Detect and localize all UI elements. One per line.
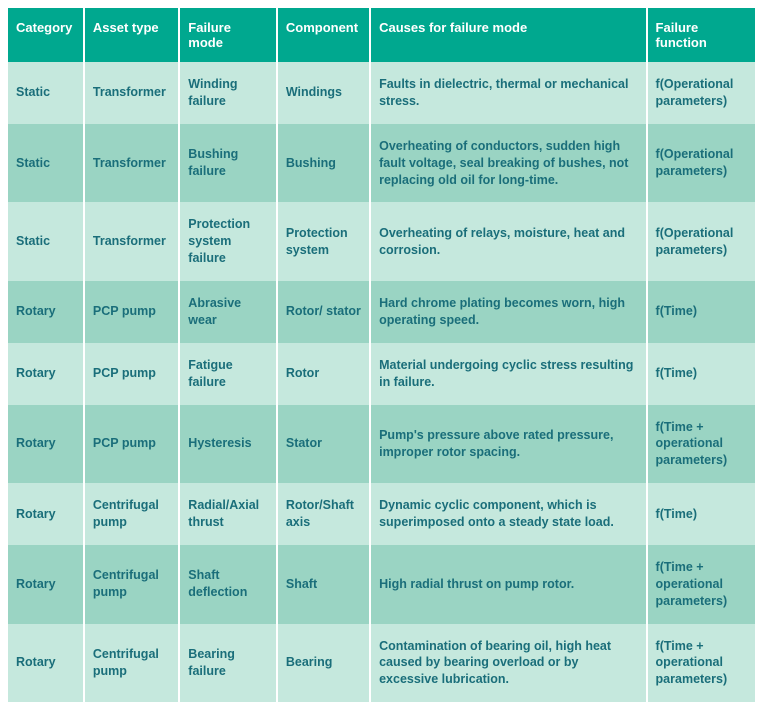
cell-causes: Overheating of conductors, sudden high f…	[370, 124, 646, 203]
cell-asset: PCP pump	[84, 281, 179, 343]
col-header-causes: Causes for failure mode	[370, 8, 646, 62]
cell-causes: Material undergoing cyclic stress result…	[370, 343, 646, 405]
cell-category: Rotary	[8, 624, 84, 703]
cell-mode: Bearing failure	[179, 624, 277, 703]
cell-func: f(Time + operational parameters)	[647, 405, 755, 484]
cell-mode: Radial/Axial thrust	[179, 483, 277, 545]
cell-asset: Centrifugal pump	[84, 545, 179, 624]
cell-mode: Winding failure	[179, 62, 277, 124]
cell-causes: Pump's pressure above rated pressure, im…	[370, 405, 646, 484]
col-header-func: Failure function	[647, 8, 755, 62]
cell-category: Rotary	[8, 545, 84, 624]
cell-comp: Bushing	[277, 124, 370, 203]
cell-func: f(Operational parameters)	[647, 124, 755, 203]
cell-asset: Centrifugal pump	[84, 483, 179, 545]
cell-asset: PCP pump	[84, 405, 179, 484]
cell-func: f(Operational parameters)	[647, 202, 755, 281]
cell-comp: Bearing	[277, 624, 370, 703]
cell-comp: Stator	[277, 405, 370, 484]
cell-category: Static	[8, 124, 84, 203]
cell-comp: Shaft	[277, 545, 370, 624]
cell-comp: Windings	[277, 62, 370, 124]
table-row: Static Transformer Bushing failure Bushi…	[8, 124, 755, 203]
table-row: Rotary Centrifugal pump Bearing failure …	[8, 624, 755, 703]
table-row: Rotary Centrifugal pump Shaft deflection…	[8, 545, 755, 624]
table-header-row: Category Asset type Failure mode Compone…	[8, 8, 755, 62]
cell-mode: Bushing failure	[179, 124, 277, 203]
cell-category: Rotary	[8, 483, 84, 545]
cell-mode: Shaft deflection	[179, 545, 277, 624]
cell-causes: Faults in dielectric, thermal or mechani…	[370, 62, 646, 124]
cell-category: Rotary	[8, 343, 84, 405]
cell-comp: Rotor/ stator	[277, 281, 370, 343]
cell-asset: Transformer	[84, 124, 179, 203]
cell-causes: High radial thrust on pump rotor.	[370, 545, 646, 624]
table-row: Static Transformer Protection system fai…	[8, 202, 755, 281]
cell-causes: Overheating of relays, moisture, heat an…	[370, 202, 646, 281]
cell-func: f(Time + operational parameters)	[647, 624, 755, 703]
col-header-comp: Component	[277, 8, 370, 62]
table-body: Static Transformer Winding failure Windi…	[8, 62, 755, 702]
cell-mode: Protection system failure	[179, 202, 277, 281]
cell-comp: Rotor	[277, 343, 370, 405]
cell-comp: Protection system	[277, 202, 370, 281]
cell-asset: Transformer	[84, 62, 179, 124]
cell-func: f(Time)	[647, 281, 755, 343]
cell-mode: Abrasive wear	[179, 281, 277, 343]
cell-causes: Dynamic cyclic component, which is super…	[370, 483, 646, 545]
cell-mode: Fatigue failure	[179, 343, 277, 405]
col-header-category: Category	[8, 8, 84, 62]
table-row: Rotary PCP pump Fatigue failure Rotor Ma…	[8, 343, 755, 405]
table-row: Rotary PCP pump Abrasive wear Rotor/ sta…	[8, 281, 755, 343]
cell-func: f(Operational parameters)	[647, 62, 755, 124]
cell-func: f(Time)	[647, 343, 755, 405]
cell-category: Rotary	[8, 281, 84, 343]
cell-comp: Rotor/Shaft axis	[277, 483, 370, 545]
cell-category: Static	[8, 62, 84, 124]
table-row: Static Transformer Winding failure Windi…	[8, 62, 755, 124]
cell-mode: Hysteresis	[179, 405, 277, 484]
cell-asset: Centrifugal pump	[84, 624, 179, 703]
cell-causes: Contamination of bearing oil, high heat …	[370, 624, 646, 703]
cell-asset: Transformer	[84, 202, 179, 281]
failure-mode-table: Category Asset type Failure mode Compone…	[8, 8, 755, 702]
cell-causes: Hard chrome plating becomes worn, high o…	[370, 281, 646, 343]
cell-func: f(Time)	[647, 483, 755, 545]
col-header-mode: Failure mode	[179, 8, 277, 62]
table-row: Rotary PCP pump Hysteresis Stator Pump's…	[8, 405, 755, 484]
cell-category: Rotary	[8, 405, 84, 484]
col-header-asset: Asset type	[84, 8, 179, 62]
cell-asset: PCP pump	[84, 343, 179, 405]
cell-func: f(Time + operational parameters)	[647, 545, 755, 624]
table-row: Rotary Centrifugal pump Radial/Axial thr…	[8, 483, 755, 545]
cell-category: Static	[8, 202, 84, 281]
